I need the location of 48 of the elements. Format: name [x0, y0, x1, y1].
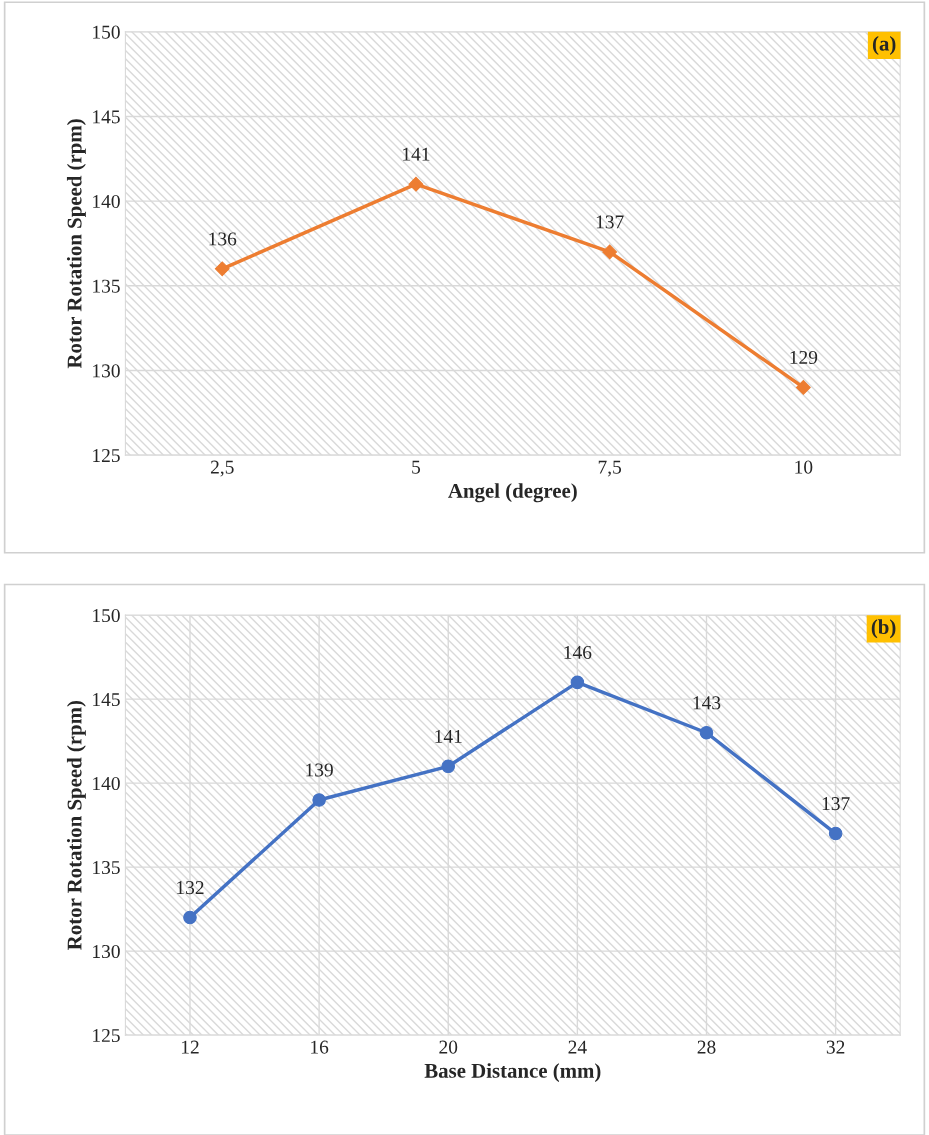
point — [795, 380, 811, 395]
x-tick-label: 10 — [795, 460, 813, 474]
y-tick-label: 145 — [93, 110, 120, 124]
point — [408, 176, 424, 192]
x-tick-label: 32 — [826, 1040, 845, 1054]
y-tick-label: 135 — [93, 861, 120, 875]
x-tick-label: 7,5 — [598, 460, 622, 477]
x-tick-label: 12 — [181, 1040, 199, 1054]
data-label: 137 — [822, 797, 850, 811]
point — [699, 725, 714, 740]
y-axis-title: Rotor Rotation Speed (rpm) — [66, 119, 86, 369]
y-tick-label: 140 — [93, 194, 120, 209]
y-tick-label: 150 — [93, 25, 120, 39]
data-label: 141 — [403, 147, 430, 161]
x-tick-label: 2,5 — [210, 460, 234, 477]
x-tick-label: 24 — [568, 1040, 587, 1054]
point — [441, 759, 456, 774]
data-label: 141 — [435, 729, 462, 743]
y-tick-label: 145 — [93, 693, 120, 707]
data-label: 146 — [564, 645, 592, 659]
point — [312, 793, 326, 807]
point — [602, 244, 618, 260]
x-axis-title: Angel (degree) — [448, 483, 577, 503]
y-tick-label: 150 — [93, 608, 120, 623]
data-label: 136 — [209, 232, 237, 246]
point — [828, 826, 843, 841]
x-axis-title: Base Distance (mm) — [424, 1063, 601, 1083]
y-tick-label: 125 — [93, 1028, 120, 1043]
x-tick-label: 20 — [439, 1040, 458, 1054]
x-tick-label: 5 — [412, 460, 421, 474]
point — [183, 910, 197, 925]
data-label: 132 — [177, 881, 204, 895]
data-label: 137 — [596, 215, 624, 229]
annotation: (a) — [872, 36, 896, 55]
y-tick-label: 140 — [93, 776, 120, 791]
y-tick-label: 125 — [93, 449, 120, 463]
x-tick-label: 16 — [311, 1040, 329, 1054]
y-tick-label: 130 — [93, 364, 120, 378]
data-label: 129 — [790, 350, 818, 364]
data-label: 139 — [306, 763, 333, 777]
y-axis-title: Rotor Rotation Speed (rpm) — [66, 700, 86, 950]
x-tick-label: 28 — [697, 1040, 716, 1054]
data-label: 143 — [693, 696, 721, 710]
y-tick-label: 130 — [93, 944, 120, 959]
y-tick-label: 135 — [93, 279, 120, 293]
point — [570, 675, 585, 690]
annotation: (b) — [871, 619, 896, 639]
point — [214, 261, 230, 277]
